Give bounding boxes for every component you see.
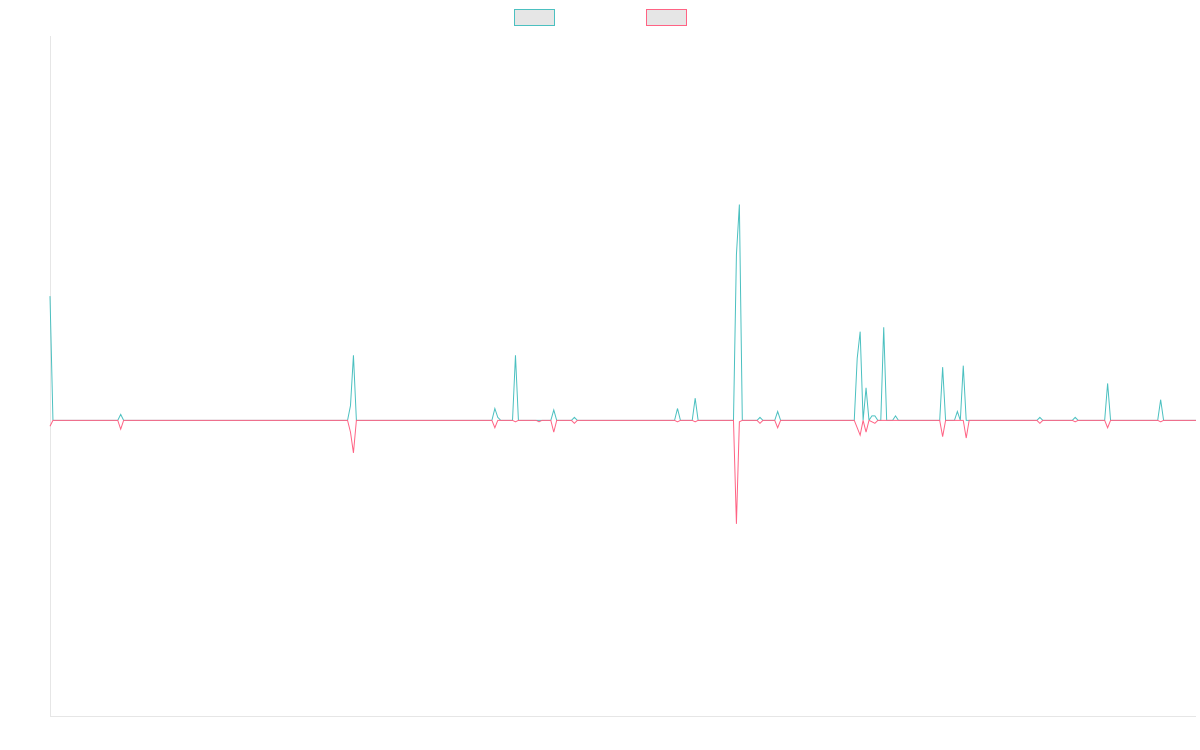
legend[interactable] bbox=[514, 9, 687, 26]
legend-item-1[interactable] bbox=[514, 9, 555, 26]
series-line-2 bbox=[49, 419, 1196, 524]
legend-swatch-1 bbox=[514, 9, 555, 26]
series-line-1 bbox=[49, 204, 1196, 422]
legend-swatch-2 bbox=[646, 9, 687, 26]
legend-item-2[interactable] bbox=[646, 9, 687, 26]
plot-area bbox=[49, 204, 1196, 524]
